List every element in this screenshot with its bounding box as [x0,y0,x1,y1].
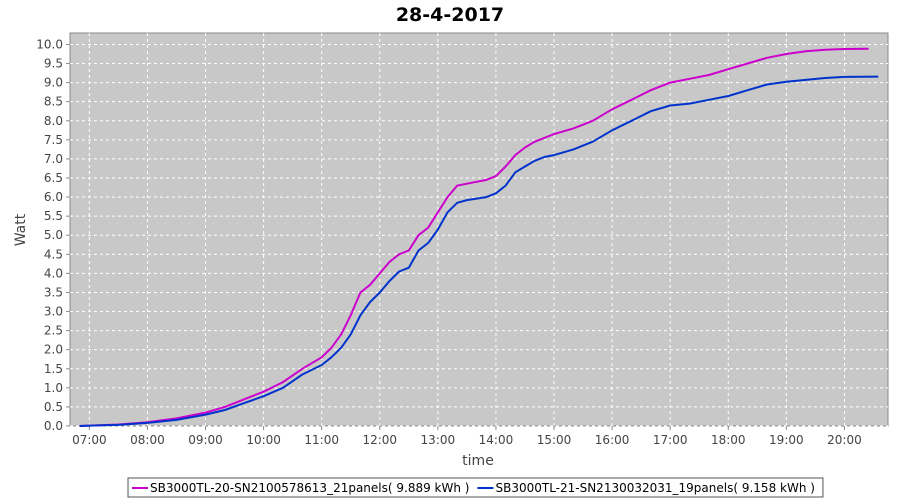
y-axis-label: Watt [13,213,29,246]
y-tick-label: 1.0 [44,381,63,395]
x-tick-label: 20:00 [827,433,862,447]
legend-label-2: SB3000TL-21-SN2130032031_19panels( 9.158… [495,481,814,495]
y-tick-label: 2.0 [44,343,63,357]
y-tick-label: 0.5 [44,400,63,414]
x-tick-label: 14:00 [479,433,514,447]
x-tick-label: 10:00 [246,433,281,447]
plot-area [69,32,889,427]
y-tick-label: 5.5 [44,209,63,223]
series-line-2 [79,75,879,427]
x-tick-label: 13:00 [421,433,456,447]
y-tick-label: 4.5 [44,247,63,261]
y-tick-label: 6.5 [44,171,63,185]
y-tick-label: 4.0 [44,266,63,280]
legend-box [127,477,824,498]
y-tick-label: 1.5 [44,362,63,376]
series-line-1 [79,47,869,427]
x-tick-label: 18:00 [711,433,746,447]
chart-title: 28-4-2017 [396,4,504,26]
x-axis-ticks: 07:00 08:00 09:00 10:00 11:00 12:00 13:00 14:00… [72,426,862,447]
legend-label-1: SB3000TL-20-SN2100578613_21panels( 9.889… [150,481,469,495]
x-tick-label: 16:00 [595,433,630,447]
y-tick-label: 8.5 [44,95,63,109]
x-tick-label: 15:00 [537,433,572,447]
x-tick-label: 08:00 [130,433,165,447]
x-tick-label: 09:00 [188,433,223,447]
y-tick-label: 2.5 [44,324,63,338]
x-tick-label: 11:00 [304,433,339,447]
y-tick-label: 7.0 [44,152,63,166]
x-tick-label: 07:00 [72,433,107,447]
y-tick-label: 0.0 [44,419,63,433]
x-tick-label: 12:00 [362,433,397,447]
y-axis-ticks: 0.0 0.5 1.0 1.5 2.0 2.5 3.0 3.5 4.0 4.5 5.0 5.5 6.0 6… [36,37,70,433]
grid-lines [70,33,888,427]
y-tick-label: 3.0 [44,305,63,319]
legend: SB3000TL-20-SN2100578613_21panels( 9.889… [127,477,824,498]
y-tick-label: 8.0 [44,114,63,128]
y-tick-label: 10.0 [36,37,63,51]
series-lines [79,47,879,427]
y-tick-label: 7.5 [44,133,63,147]
y-tick-label: 9.0 [44,76,63,90]
x-axis-label: time [462,453,494,469]
y-tick-label: 6.0 [44,190,63,204]
x-tick-label: 17:00 [653,433,688,447]
y-tick-label: 3.5 [44,285,63,299]
y-tick-label: 5.0 [44,228,63,242]
x-tick-label: 19:00 [769,433,804,447]
y-tick-label: 9.5 [44,57,63,71]
